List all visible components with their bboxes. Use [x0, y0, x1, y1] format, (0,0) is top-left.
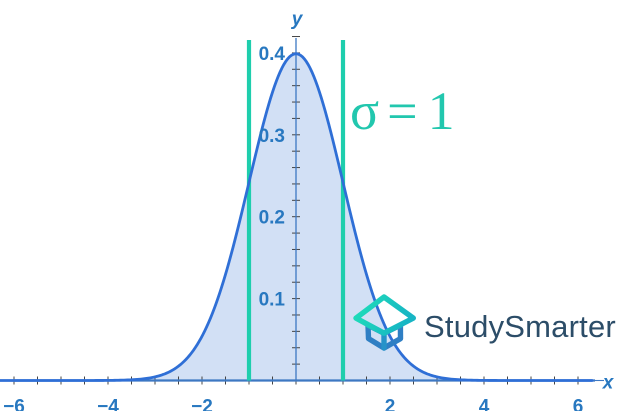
- svg-text:−2: −2: [191, 397, 213, 411]
- svg-text:2: 2: [385, 397, 396, 411]
- svg-text:0.1: 0.1: [259, 290, 286, 311]
- svg-text:StudySmarter: StudySmarter: [424, 309, 616, 344]
- svg-text:x: x: [602, 373, 615, 394]
- svg-text:σ=1: σ = 1: [350, 81, 455, 141]
- svg-text:0.2: 0.2: [259, 208, 285, 229]
- svg-text:−4: −4: [97, 397, 119, 411]
- svg-text:6: 6: [573, 397, 584, 411]
- svg-text:0.4: 0.4: [259, 44, 286, 65]
- svg-text:−6: −6: [3, 397, 25, 411]
- svg-text:4: 4: [479, 397, 490, 411]
- svg-text:0.3: 0.3: [259, 126, 285, 147]
- svg-text:y: y: [291, 9, 304, 30]
